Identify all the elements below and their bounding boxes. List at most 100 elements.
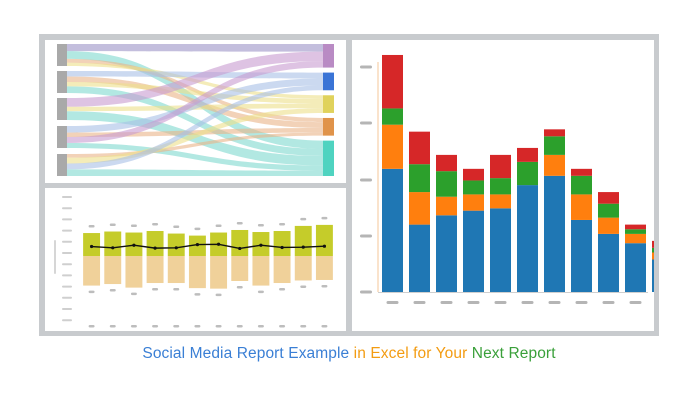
data-label-negative-9 xyxy=(279,288,286,291)
x-tick-8 xyxy=(257,325,264,328)
sankey-source-node-2 xyxy=(57,98,67,120)
bar-negative-7 xyxy=(231,256,249,281)
bar-negative-8 xyxy=(252,256,270,286)
bar-segment-1-0 xyxy=(409,224,430,292)
data-label-negative-3 xyxy=(152,288,159,291)
data-label-negative-5 xyxy=(194,293,201,296)
bar-segment-0-1 xyxy=(382,124,403,169)
trend-point-8 xyxy=(259,243,263,247)
bar-segment-8-0 xyxy=(598,233,619,292)
sankey-link-0 xyxy=(67,44,323,52)
y-tick-1 xyxy=(360,121,372,125)
bar-segment-4-3 xyxy=(490,154,511,179)
bar-positive-0 xyxy=(83,233,101,256)
x-tick-3 xyxy=(467,301,480,304)
data-label-negative-6 xyxy=(215,293,222,297)
bar-segment-5-0 xyxy=(517,185,538,292)
sankey-link-18 xyxy=(67,169,323,176)
y-tick-8 xyxy=(62,285,72,288)
x-tick-3 xyxy=(152,325,159,328)
bar-segment-0-2 xyxy=(382,108,403,125)
bar-segment-2-0 xyxy=(436,215,457,292)
bar-segment-9-3 xyxy=(625,224,646,230)
sankey-link-16 xyxy=(67,108,323,164)
y-tick-0 xyxy=(62,196,72,198)
y-tick-4 xyxy=(62,240,72,243)
bar-segment-2-1 xyxy=(436,196,457,216)
stacked-bar-chart xyxy=(360,54,654,304)
sankey-target-node-3 xyxy=(323,117,334,136)
data-label-negative-7 xyxy=(236,285,243,289)
x-tick-5 xyxy=(194,325,201,328)
caption-part-2: in Excel for Your xyxy=(349,345,472,362)
bar-negative-10 xyxy=(294,256,312,281)
bar-segment-0-0 xyxy=(382,168,403,292)
x-tick-10 xyxy=(300,325,307,328)
bar-segment-10-0 xyxy=(652,259,654,292)
trend-point-11 xyxy=(322,244,327,248)
bar-segment-2-3 xyxy=(436,154,457,172)
bar-segment-2-2 xyxy=(436,171,457,197)
bar-negative-5 xyxy=(188,256,206,289)
y-tick-5 xyxy=(62,252,72,254)
trend-point-6 xyxy=(216,242,221,246)
bar-segment-1-2 xyxy=(409,164,430,193)
x-tick-5 xyxy=(521,301,534,304)
sankey-link-11 xyxy=(67,78,323,133)
bar-segment-6-3 xyxy=(544,129,565,137)
bar-segment-7-0 xyxy=(571,219,592,292)
trend-point-4 xyxy=(174,246,178,250)
bar-segment-8-2 xyxy=(598,203,619,218)
bar-segment-0-3 xyxy=(382,54,403,109)
sankey-source-node-3 xyxy=(57,126,67,148)
bar-segment-8-3 xyxy=(598,192,619,204)
data-label-negative-10 xyxy=(300,285,307,288)
y-tick-3 xyxy=(62,229,72,232)
trend-point-2 xyxy=(132,243,136,247)
trend-point-0 xyxy=(89,244,94,249)
data-label-negative-8 xyxy=(257,290,264,294)
y-tick-4 xyxy=(360,290,372,294)
sankey-source-node-0 xyxy=(57,44,67,66)
data-label-positive-4 xyxy=(173,225,180,229)
diverging-bar-chart xyxy=(54,196,333,328)
sankey-target-node-1 xyxy=(323,72,334,91)
trend-point-10 xyxy=(301,245,305,249)
data-label-negative-2 xyxy=(130,292,137,296)
trend-point-7 xyxy=(238,246,242,251)
stacked-bar-chart-panel xyxy=(352,40,654,331)
x-tick-11 xyxy=(321,325,328,328)
bar-positive-11 xyxy=(315,224,333,256)
bar-segment-9-1 xyxy=(625,233,646,244)
x-tick-0 xyxy=(88,325,95,328)
bar-negative-1 xyxy=(104,256,122,285)
sankey-link-14 xyxy=(67,143,323,171)
x-tick-7 xyxy=(575,301,588,304)
bar-segment-4-1 xyxy=(490,194,511,209)
sankey-target-node-0 xyxy=(323,44,334,68)
sankey-source-node-1 xyxy=(57,71,67,93)
x-tick-8 xyxy=(602,301,615,304)
bar-segment-3-3 xyxy=(463,168,484,181)
y-tick-9 xyxy=(62,296,72,299)
bar-segment-1-1 xyxy=(409,192,430,225)
x-tick-4 xyxy=(173,325,180,328)
x-tick-4 xyxy=(494,301,507,304)
caption-part-1: Social Media Report Example xyxy=(142,345,350,362)
x-tick-1 xyxy=(413,301,426,304)
sankey-link-15 xyxy=(67,132,323,158)
bar-positive-9 xyxy=(273,231,291,256)
trend-point-5 xyxy=(195,243,200,247)
bar-segment-10-3 xyxy=(652,240,654,248)
bar-segment-10-1 xyxy=(652,252,654,260)
data-label-negative-4 xyxy=(173,288,180,291)
bar-negative-9 xyxy=(273,256,291,284)
bar-segment-8-1 xyxy=(598,217,619,234)
x-tick-9 xyxy=(629,301,642,304)
trend-point-9 xyxy=(280,245,284,250)
bar-positive-3 xyxy=(146,231,164,256)
sankey-link-13 xyxy=(67,61,323,144)
bar-positive-7 xyxy=(231,229,249,256)
data-label-positive-6 xyxy=(215,224,222,228)
y-tick-1 xyxy=(62,207,72,210)
